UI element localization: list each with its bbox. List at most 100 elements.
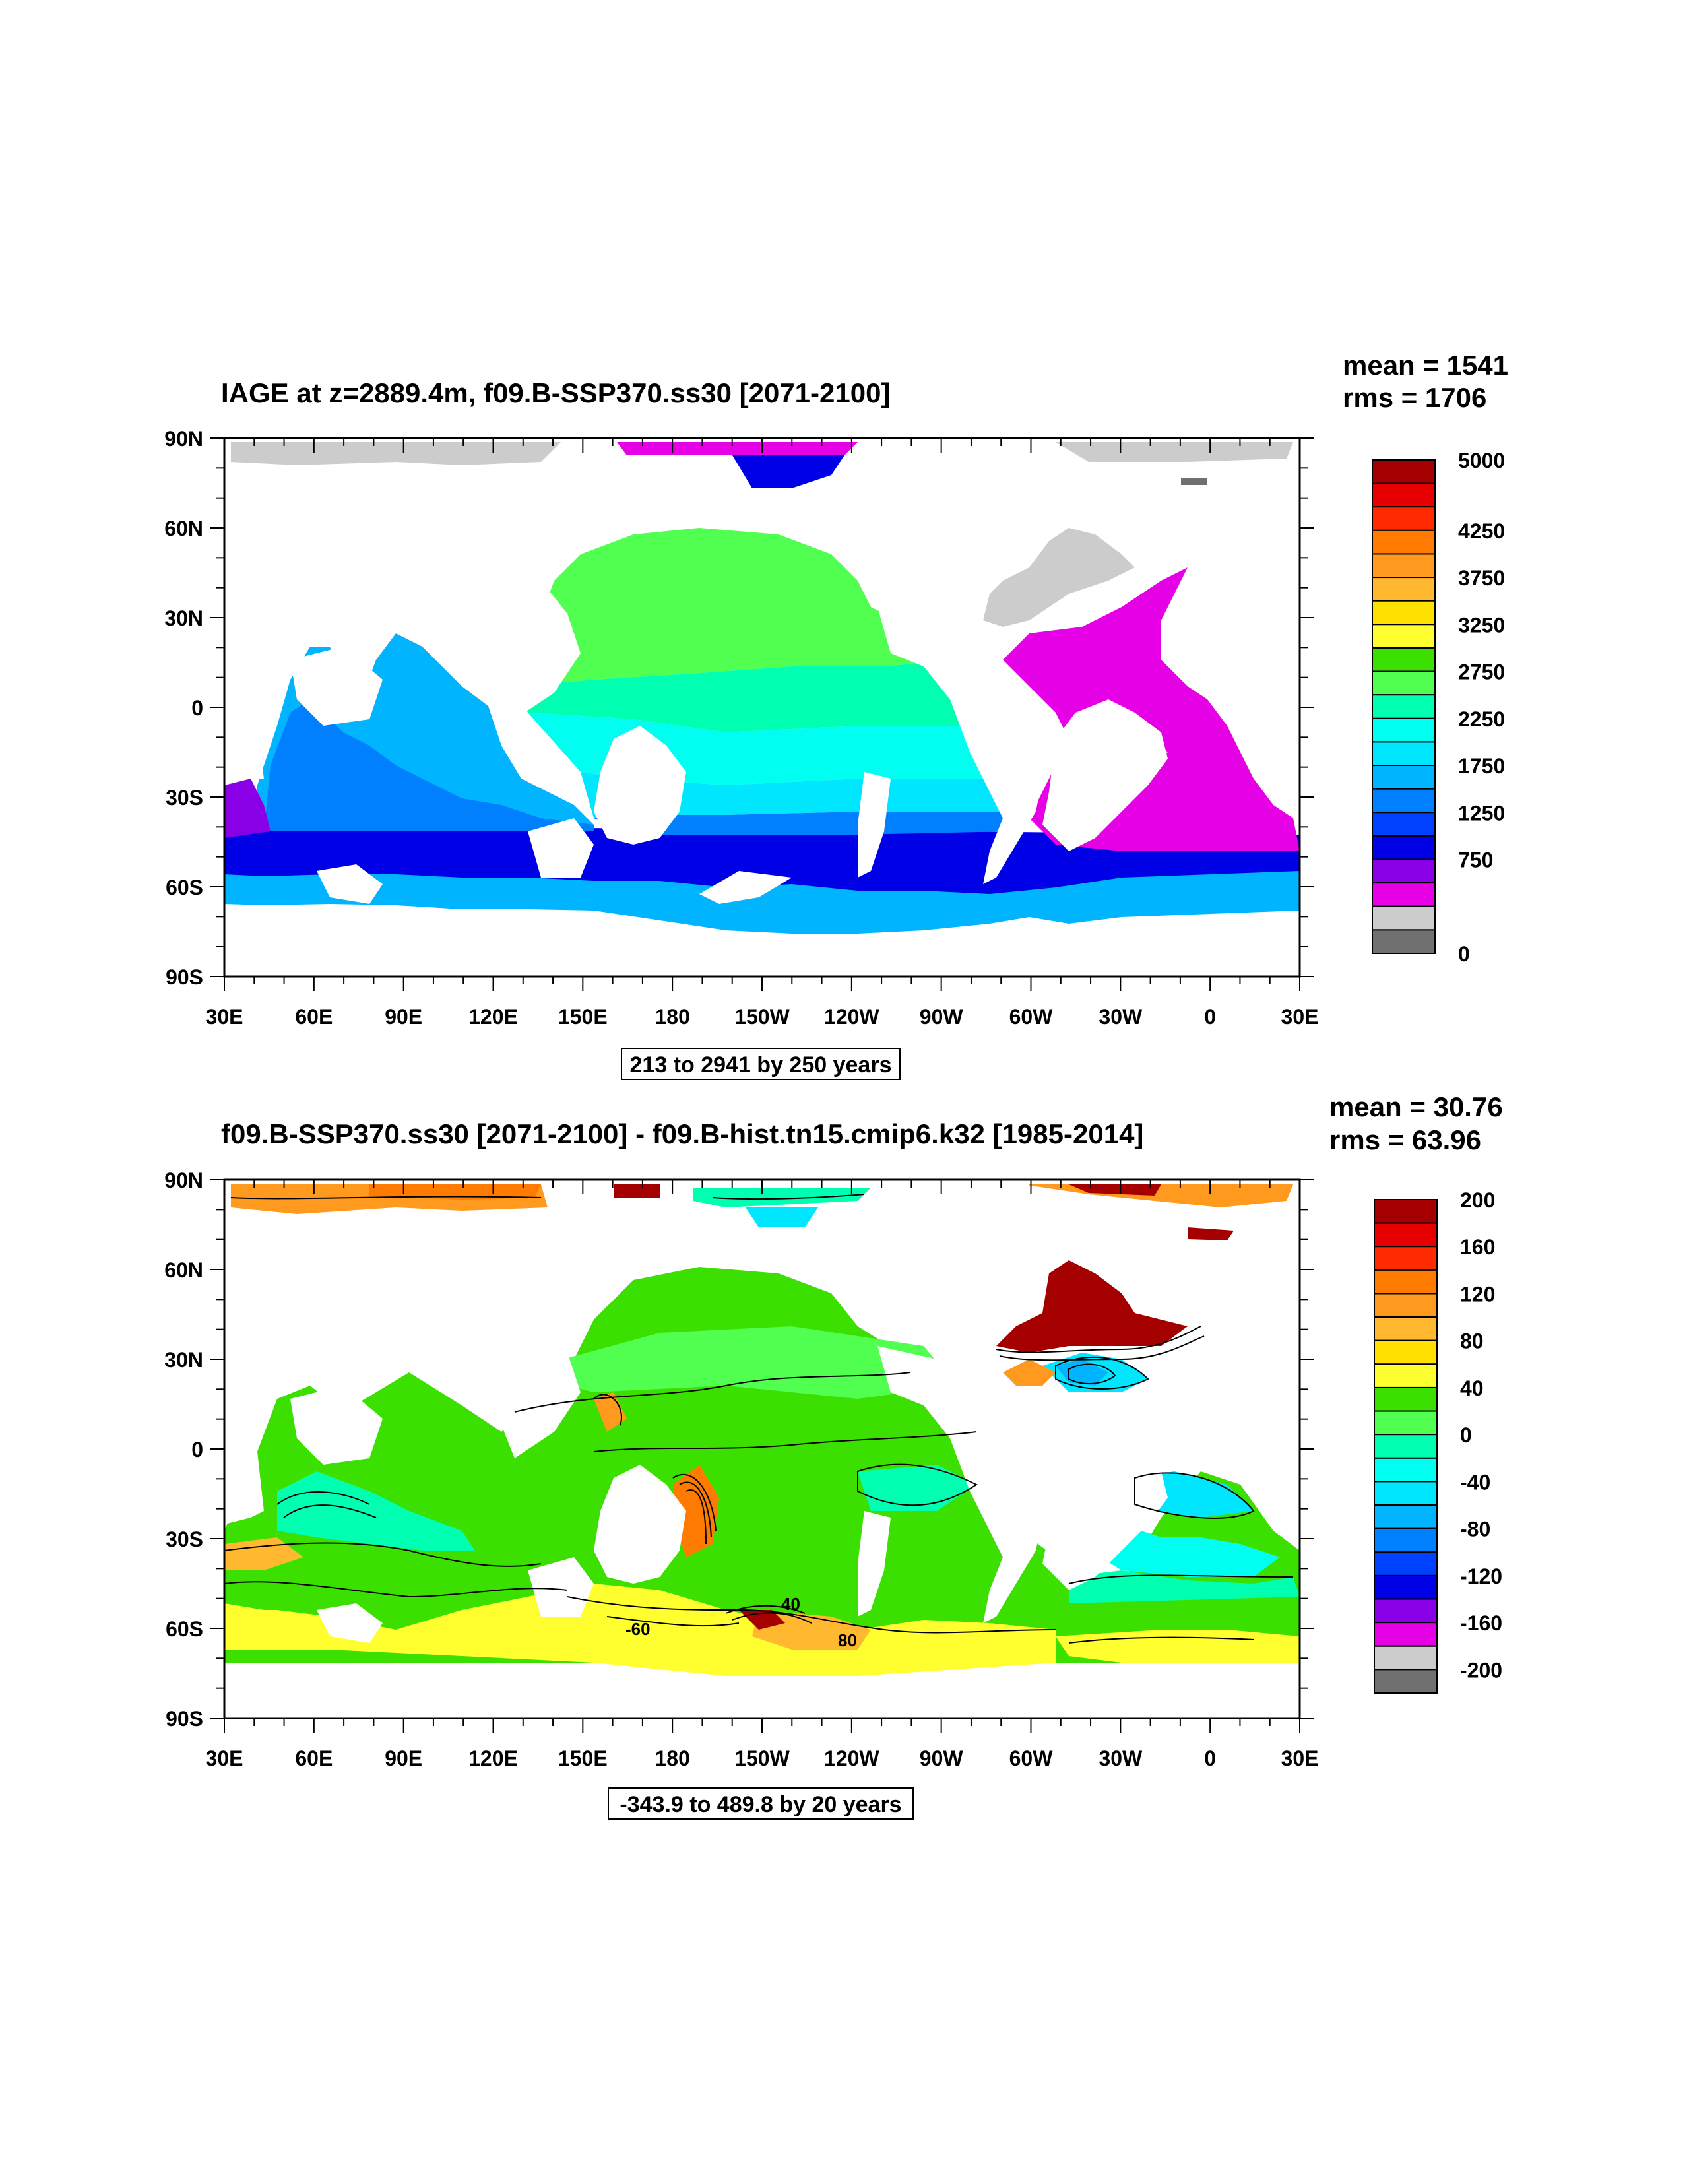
colorbar-swatch xyxy=(1374,1551,1438,1576)
panel-2-contour-lines xyxy=(224,1194,1294,1644)
lat-label: 30N xyxy=(164,606,203,630)
lon-label: 90E xyxy=(385,1747,422,1770)
lon-label: 60W xyxy=(1009,1005,1054,1029)
colorbar-swatch xyxy=(1372,694,1436,719)
panel-2-lon-labels: 30E 60E 90E 120E 150E 180 150W 120W 90W 60W 30W 0 30… xyxy=(206,1747,1319,1770)
lon-label: 0 xyxy=(1204,1005,1216,1029)
colorbar-label: 160 xyxy=(1460,1235,1495,1259)
colorbar-swatch xyxy=(1372,858,1436,884)
colorbar-swatch xyxy=(1374,1504,1438,1529)
colorbar-swatch xyxy=(1372,905,1436,931)
panel-1-lat-labels: 90N 60N 30N 0 30S 60S 90S xyxy=(164,427,203,989)
colorbar-swatch xyxy=(1374,1246,1438,1271)
panel-2-title: f09.B-SSP370.ss30 [2071-2100] - f09.B-hi… xyxy=(221,1118,1143,1149)
lon-label: 90W xyxy=(920,1005,964,1029)
panel-1-mean: mean = 1541 xyxy=(1343,350,1508,381)
lat-label: 60S xyxy=(166,876,203,899)
colorbar-label: 5000 xyxy=(1458,449,1505,472)
colorbar-swatch xyxy=(1372,482,1436,508)
colorbar-swatch xyxy=(1374,1574,1438,1600)
colorbar-label: 80 xyxy=(1460,1330,1484,1353)
colorbar-swatch xyxy=(1374,1293,1438,1318)
colorbar-label: 4250 xyxy=(1458,519,1505,543)
contour-label: -60 xyxy=(625,1619,651,1639)
colorbar-swatch xyxy=(1374,1410,1438,1436)
colorbar-swatch xyxy=(1372,553,1436,579)
colorbar-swatch xyxy=(1374,1457,1438,1483)
lon-label: 120W xyxy=(824,1005,879,1029)
panel-2-map: -60 40 80 xyxy=(224,1184,1300,1676)
lat-label: 30S xyxy=(166,786,203,810)
colorbar-swatch xyxy=(1372,506,1436,531)
panel-2: f09.B-SSP370.ss30 [2071-2100] - f09.B-hi… xyxy=(164,1091,1503,1820)
colorbar-label: 120 xyxy=(1460,1282,1495,1306)
lon-label: 120E xyxy=(468,1005,518,1029)
colorbar-swatch xyxy=(1372,788,1436,814)
colorbar-swatch xyxy=(1374,1622,1438,1647)
colorbar-label: 3250 xyxy=(1458,613,1505,637)
colorbar-swatch xyxy=(1374,1645,1438,1671)
colorbar-swatch xyxy=(1372,765,1436,790)
lon-label: 0 xyxy=(1204,1747,1216,1770)
panel-2-ticks xyxy=(210,1179,1314,1733)
panel-1-colorbar: 5000 4250 3750 3250 2750 2250 1750 1250 750 0 xyxy=(1372,449,1505,966)
lat-label: 60N xyxy=(164,517,203,540)
lat-label: 90N xyxy=(164,1169,203,1192)
colorbar-swatch xyxy=(1374,1269,1438,1295)
colorbar-swatch xyxy=(1374,1199,1438,1224)
lon-label: 150E xyxy=(558,1005,608,1029)
colorbar-swatch xyxy=(1374,1669,1438,1694)
lon-label: 60W xyxy=(1009,1747,1054,1770)
lon-label: 120W xyxy=(824,1747,879,1770)
lon-label: 150W xyxy=(734,1005,790,1029)
lon-label: 150W xyxy=(734,1747,790,1770)
panel-1-land xyxy=(224,581,1168,904)
lon-label: 60E xyxy=(295,1005,333,1029)
panel-2-mean: mean = 30.76 xyxy=(1329,1091,1503,1122)
colorbar-label: 750 xyxy=(1458,849,1493,872)
colorbar-label: 200 xyxy=(1460,1188,1495,1212)
colorbar-label: 1250 xyxy=(1458,801,1505,825)
lat-label: 90S xyxy=(166,965,203,989)
colorbar-label: -40 xyxy=(1460,1470,1490,1494)
lon-label: 180 xyxy=(654,1747,689,1770)
panel-2-colorbar: 200 160 120 80 40 0 -40 -80 -120 -160 -200 xyxy=(1374,1188,1502,1694)
colorbar-swatch xyxy=(1374,1481,1438,1506)
colorbar-swatch xyxy=(1374,1316,1438,1341)
lon-label: 180 xyxy=(654,1005,689,1029)
lon-label: 30E xyxy=(1281,1747,1319,1770)
lat-label: 90N xyxy=(164,427,203,451)
panel-1-contour-info: 213 to 2941 by 250 years xyxy=(630,1052,892,1077)
colorbar-swatch xyxy=(1374,1434,1438,1459)
colorbar-label: -80 xyxy=(1460,1518,1490,1541)
colorbar-swatch xyxy=(1374,1222,1438,1248)
colorbar-label: -160 xyxy=(1460,1611,1502,1635)
lon-label: 30W xyxy=(1099,1747,1143,1770)
lat-label: 90S xyxy=(166,1707,203,1731)
colorbar-swatch xyxy=(1372,670,1436,696)
lon-label: 60E xyxy=(295,1747,333,1770)
panel-1-ticks xyxy=(210,437,1314,991)
panel-2-difference-field xyxy=(224,1184,1300,1676)
colorbar-swatch xyxy=(1372,529,1436,555)
panel-1-ocean-field xyxy=(224,442,1300,934)
lon-label: 30E xyxy=(1281,1005,1319,1029)
panel-2-lat-labels: 90N 60N 30N 0 30S 60S 90S xyxy=(164,1169,203,1731)
lat-label: 60S xyxy=(166,1617,203,1641)
panel-1: IAGE at z=2889.4m, f09.B-SSP370.ss30 [20… xyxy=(164,350,1508,1080)
colorbar-swatch xyxy=(1372,600,1436,626)
panel-2-contour-labels: -60 40 80 xyxy=(625,1594,857,1650)
panel-2-land xyxy=(224,1184,1300,1643)
lon-label: 30W xyxy=(1099,1005,1143,1029)
lon-label: 90W xyxy=(920,1747,964,1770)
contour-label: 40 xyxy=(781,1594,800,1614)
colorbar-swatch xyxy=(1374,1363,1438,1388)
contour-label: 80 xyxy=(838,1630,857,1650)
colorbar-swatch xyxy=(1372,459,1436,484)
colorbar-label: 40 xyxy=(1460,1376,1484,1400)
lon-label: 30E xyxy=(206,1747,243,1770)
panel-1-title: IAGE at z=2889.4m, f09.B-SSP370.ss30 [20… xyxy=(221,377,890,408)
panel-1-contour-info-box xyxy=(621,1048,901,1080)
lat-label: 0 xyxy=(191,1438,203,1461)
